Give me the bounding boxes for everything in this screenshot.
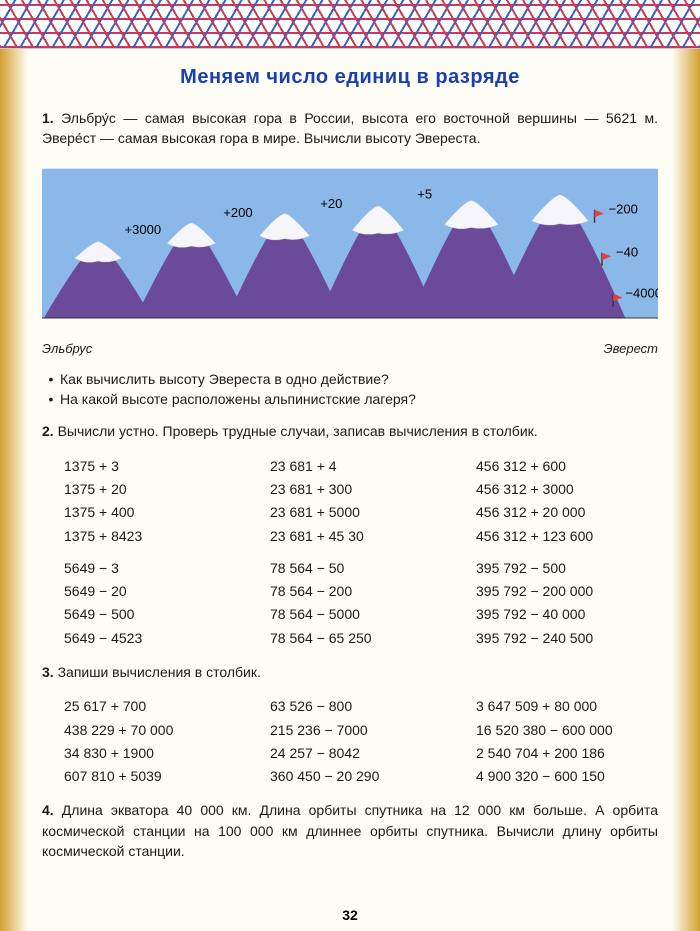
task-3-number: 3. <box>42 664 54 680</box>
math-expression: 456 312 + 600 <box>476 456 658 476</box>
svg-text:+5: +5 <box>417 186 432 201</box>
math-expression: 1375 + 3 <box>64 456 246 476</box>
math-expression: 16 520 380 − 600 000 <box>476 720 658 740</box>
math-expression: 456 312 + 123 600 <box>476 526 658 546</box>
task-2: 2. Вычисли устно. Проверь трудные случаи… <box>42 421 658 441</box>
svg-text:−4000: −4000 <box>625 285 658 300</box>
math-expression: 1375 + 8423 <box>64 526 246 546</box>
math-expression: 23 681 + 45 30 <box>270 526 452 546</box>
task-4-text: Длина экватора 40 000 км. Длина орбиты с… <box>42 802 658 859</box>
chart-bottom-labels: Эльбрус Эверест <box>42 338 658 359</box>
math-expression: 456 312 + 20 000 <box>476 502 658 522</box>
math-expression: 5649 − 4523 <box>64 628 246 648</box>
svg-text:+20: +20 <box>320 195 342 210</box>
page-title: Меняем число единиц в разряде <box>42 63 658 92</box>
task-1-questions: • Как вычислить высоту Эвереста в одно д… <box>42 369 658 410</box>
math-expression: 215 236 − 7000 <box>270 720 452 740</box>
math-expression: 23 681 + 5000 <box>270 502 452 522</box>
math-expression: 23 681 + 4 <box>270 456 452 476</box>
task-4-number: 4. <box>42 802 54 818</box>
page-content: Меняем число единиц в разряде 1. Эльбру́… <box>0 49 700 861</box>
chart-label-right: Эверест <box>604 340 658 359</box>
decorative-top-border <box>0 0 700 49</box>
svg-text:+200: +200 <box>223 205 252 220</box>
math-expression: 78 564 − 65 250 <box>270 628 452 648</box>
question-1: Как вычислить высоту Эвереста в одно дей… <box>60 369 389 389</box>
task-2-number: 2. <box>42 423 54 439</box>
task-1-text: Эльбру́с — самая высокая гора в России, … <box>42 110 658 146</box>
math-expression: 5649 − 20 <box>64 581 246 601</box>
math-expression: 1375 + 400 <box>64 502 246 522</box>
math-expression: 5649 − 3 <box>64 558 246 578</box>
task-3-text: Запиши вычисления в столбик. <box>58 664 261 680</box>
task-3: 3. Запиши вычисления в столбик. <box>42 662 658 682</box>
page-number: 32 <box>0 907 700 923</box>
task-2-block-1: 1375 + 3 23 681 + 4 456 312 + 600 1375 + 20… <box>64 456 658 546</box>
math-expression: 438 229 + 70 000 <box>64 720 246 740</box>
question-row: • Как вычислить высоту Эвереста в одно д… <box>42 369 658 389</box>
textbook-page: Меняем число единиц в разряде 1. Эльбру́… <box>0 0 700 931</box>
chart-label-left: Эльбрус <box>42 340 92 359</box>
mountain-chart: +3000 +200 +20 +5 −200 −40 −4000 Эльбрус Эвере… <box>42 163 658 359</box>
math-expression: 456 312 + 3000 <box>476 479 658 499</box>
math-expression: 4 900 320 − 600 150 <box>476 766 658 786</box>
task-2-text: Вычисли устно. Проверь трудные случаи, з… <box>58 423 538 439</box>
task-3-grid: 25 617 + 700 63 526 − 800 3 647 509 + 80 0… <box>64 696 658 786</box>
math-expression: 607 810 + 5039 <box>64 766 246 786</box>
math-expression: 1375 + 20 <box>64 479 246 499</box>
task-1: 1. Эльбру́с — самая высокая гора в Росси… <box>42 108 658 149</box>
math-expression: 3 647 509 + 80 000 <box>476 696 658 716</box>
svg-text:−40: −40 <box>616 244 638 259</box>
math-expression: 23 681 + 300 <box>270 479 452 499</box>
question-row: • На какой высоте расположены альпинистс… <box>42 389 658 409</box>
question-2: На какой высоте расположены альпинистски… <box>60 389 416 409</box>
math-expression: 395 792 − 200 000 <box>476 581 658 601</box>
math-expression: 63 526 − 800 <box>270 696 452 716</box>
task-2-block-2: 5649 − 3 78 564 − 50 395 792 − 500 5649 − 2… <box>64 558 658 648</box>
math-expression: 395 792 − 240 500 <box>476 628 658 648</box>
math-expression: 25 617 + 700 <box>64 696 246 716</box>
math-expression: 24 257 − 8042 <box>270 743 452 763</box>
bullet-icon: • <box>42 389 60 409</box>
task-1-number: 1. <box>42 110 54 126</box>
bullet-icon: • <box>42 369 60 389</box>
math-expression: 395 792 − 40 000 <box>476 604 658 624</box>
math-expression: 360 450 − 20 290 <box>270 766 452 786</box>
svg-text:+3000: +3000 <box>124 222 161 237</box>
math-expression: 5649 − 500 <box>64 604 246 624</box>
mountain-svg: +3000 +200 +20 +5 −200 −40 −4000 <box>42 163 658 333</box>
math-expression: 78 564 − 5000 <box>270 604 452 624</box>
math-expression: 78 564 − 200 <box>270 581 452 601</box>
math-expression: 2 540 704 + 200 186 <box>476 743 658 763</box>
math-expression: 34 830 + 1900 <box>64 743 246 763</box>
math-expression: 395 792 − 500 <box>476 558 658 578</box>
task-4: 4. Длина экватора 40 000 км. Длина орбит… <box>42 800 658 861</box>
svg-text:−200: −200 <box>609 201 638 216</box>
math-expression: 78 564 − 50 <box>270 558 452 578</box>
